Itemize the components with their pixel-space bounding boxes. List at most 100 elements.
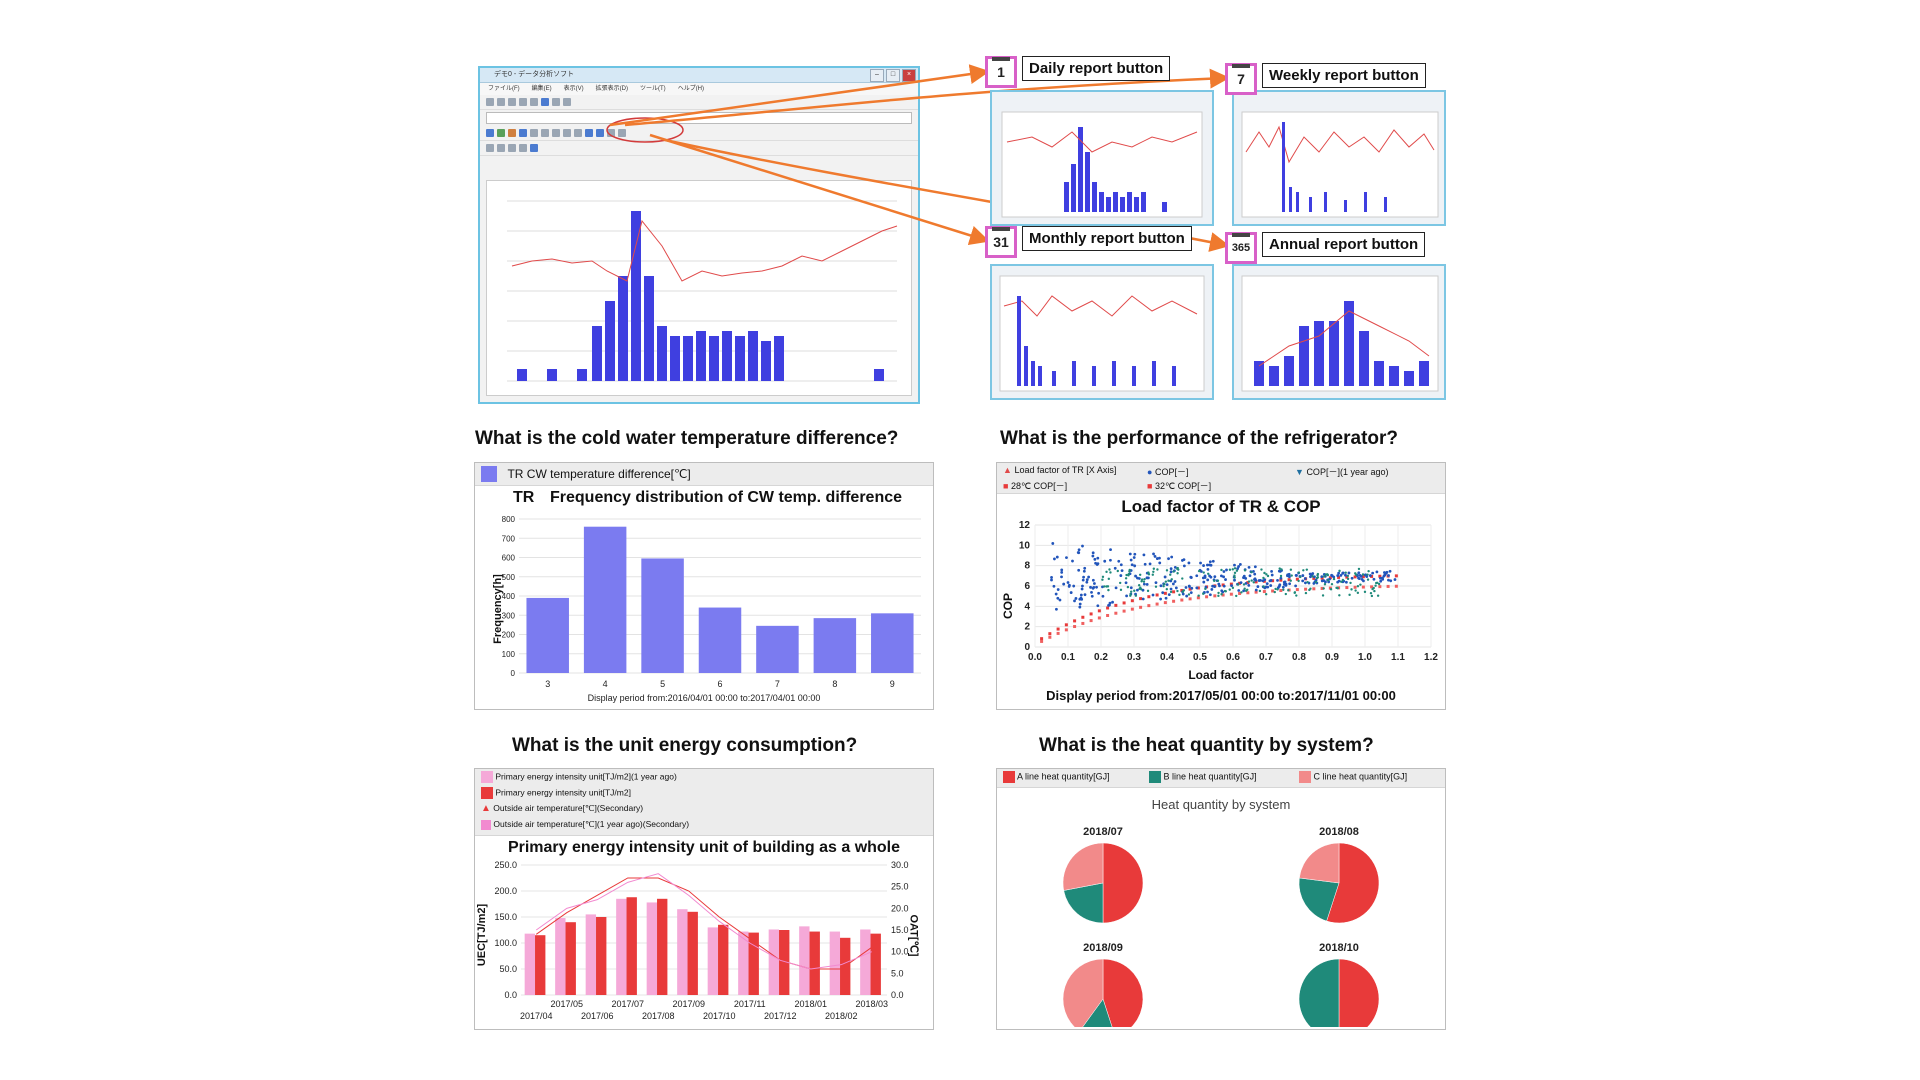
perf-point-cop [1079, 593, 1083, 597]
perf-point-28c [1254, 580, 1258, 584]
cw-period: Display period from:2016/04/01 00:00 to:… [587, 693, 821, 703]
heat-pie-slice [1298, 958, 1340, 1027]
weekly-calendar-icon[interactable]: 7 [1225, 63, 1257, 95]
perf-point-cop [1050, 576, 1053, 579]
perf-point-cop [1211, 584, 1214, 588]
perf-point-cop [1256, 585, 1260, 588]
select-icon[interactable] [497, 144, 505, 152]
perf-point-cop [1081, 544, 1084, 548]
perf-point-cop [1190, 586, 1194, 590]
daily-report-thumbnail[interactable] [990, 90, 1214, 226]
perf-point-32c [1229, 592, 1233, 596]
open-icon[interactable] [497, 98, 505, 106]
undo-icon[interactable] [519, 98, 527, 106]
redo-icon[interactable] [530, 98, 538, 106]
perf-point-cop [1085, 580, 1089, 584]
perf-point-cop-prev [1140, 580, 1143, 583]
menu-file[interactable]: ファイル(F) [488, 86, 520, 92]
uec-ytick-label: 100.0 [494, 938, 517, 948]
cw-xtick-label: 5 [660, 679, 665, 688]
heat-pie-slice [1062, 842, 1104, 891]
perf-xtick-label: 0.2 [1094, 652, 1108, 663]
perf-point-cop [1091, 554, 1095, 558]
monthly-calendar-icon[interactable]: 31 [985, 226, 1017, 258]
menu-tools[interactable]: ツール(T) [640, 86, 666, 92]
perf-point-cop [1087, 575, 1091, 579]
weekly-report-icon[interactable] [552, 129, 560, 137]
perf-xtick-label: 0.6 [1226, 652, 1240, 663]
menu-extended-view[interactable]: 拡張表示(D) [595, 86, 629, 92]
line-chart-icon[interactable] [486, 129, 494, 137]
perf-point-cop [1111, 600, 1114, 604]
save-icon[interactable] [508, 98, 516, 106]
perf-legend-4: 32℃ COP[－] [1154, 481, 1212, 491]
perf-point-cop [1141, 597, 1145, 601]
daily-calendar-icon[interactable]: 1 [985, 56, 1017, 88]
uec-bar-prev [707, 927, 719, 995]
bar-chart-icon[interactable] [497, 129, 505, 137]
copy-icon[interactable] [508, 144, 516, 152]
link-icon[interactable] [519, 129, 527, 137]
chart-icon[interactable] [541, 98, 549, 106]
perf-point-cop [1055, 607, 1058, 611]
perf-point-cop-prev [1361, 573, 1365, 576]
uec-legend-0: Primary energy intensity unit[TJ/m2](1 y… [495, 771, 677, 782]
print-icon[interactable] [552, 98, 560, 106]
uec-xtick-label: 2018/03 [855, 999, 888, 1009]
perf-xtick-label: 0.3 [1127, 652, 1141, 663]
monthly-report-icon[interactable] [563, 129, 571, 137]
weekly-report-thumbnail[interactable] [1232, 90, 1446, 226]
export-icon[interactable] [563, 98, 571, 106]
maximize-icon[interactable]: □ [886, 69, 900, 82]
monthly-report-button[interactable]: Monthly report button [1022, 226, 1192, 251]
new-icon[interactable] [486, 98, 494, 106]
perf-point-28c [1180, 588, 1184, 592]
triangle-marker-icon: ▲ [1003, 465, 1012, 475]
perf-point-cop [1270, 573, 1274, 577]
menu-view[interactable]: 表示(V) [563, 86, 584, 92]
cw-xtick-label: 7 [775, 679, 780, 688]
paste-icon[interactable] [519, 144, 527, 152]
scatter-icon[interactable] [508, 129, 516, 137]
perf-legend-1: COP[－] [1154, 467, 1189, 477]
marker-icon[interactable] [530, 144, 538, 152]
perf-point-cop-prev [1140, 588, 1143, 591]
perf-point-cop-prev [1240, 591, 1243, 594]
perf-point-cop-prev [1187, 593, 1191, 596]
grid-icon[interactable] [585, 129, 593, 137]
annual-report-thumbnail[interactable] [1232, 264, 1446, 400]
annual-report-button[interactable]: Annual report button [1262, 232, 1426, 257]
perf-point-cop [1237, 589, 1241, 592]
perf-point-cop [1083, 593, 1087, 597]
monthly-report-thumbnail[interactable] [990, 264, 1214, 400]
perf-point-28c [1106, 606, 1110, 610]
perf-point-cop-prev [1356, 585, 1360, 588]
perf-point-28c [1097, 609, 1101, 613]
daily-report-button[interactable]: Daily report button [1022, 56, 1171, 81]
perf-point-28c [1155, 593, 1159, 597]
minimize-icon[interactable]: – [870, 69, 884, 82]
perf-point-28c [1271, 579, 1275, 583]
perf-point-cop [1067, 585, 1071, 588]
perf-point-cop [1060, 568, 1064, 572]
menu-edit[interactable]: 編集(E) [531, 86, 552, 92]
zoom-icon[interactable] [607, 129, 615, 137]
menu-help[interactable]: ヘルプ(H) [677, 86, 705, 92]
perf-point-cop-prev [1126, 585, 1130, 589]
square-marker-icon-32: ■ [1147, 481, 1153, 491]
uec-y2tick-label: 10.0 [891, 947, 909, 957]
perf-point-cop [1283, 580, 1287, 584]
weekly-report-button[interactable]: Weekly report button [1262, 63, 1426, 88]
tool-icon[interactable] [618, 129, 626, 137]
perf-point-cop-prev [1101, 575, 1105, 579]
perf-point-cop [1119, 574, 1123, 577]
cw-chart-svg: 0 100 200 300 400 500 600 700 800 3 4 5 6 7 8 9 [502, 515, 921, 688]
table-icon[interactable] [596, 129, 604, 137]
perf-point-cop [1242, 576, 1245, 579]
pointer-icon[interactable] [530, 129, 538, 137]
cursor-icon[interactable] [486, 144, 494, 152]
annual-calendar-icon[interactable]: 365 [1225, 232, 1257, 264]
daily-report-icon[interactable] [541, 129, 549, 137]
annual-report-icon[interactable] [574, 129, 582, 137]
perf-point-cop-prev [1316, 572, 1320, 576]
